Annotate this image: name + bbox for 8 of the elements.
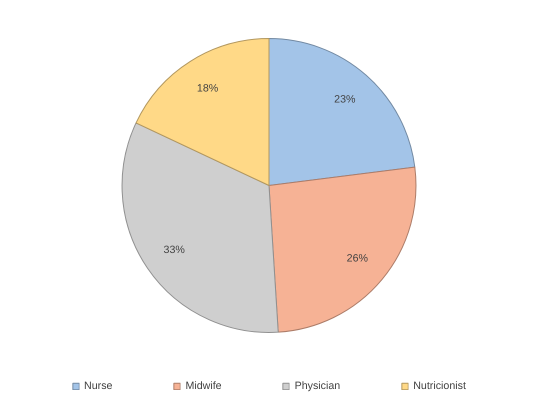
legend-label: Physician bbox=[294, 380, 340, 392]
legend-label: Nutricionist bbox=[413, 380, 466, 392]
data-label: 26% bbox=[346, 252, 369, 265]
legend-label: Nurse bbox=[84, 380, 112, 392]
legend-label: Midwife bbox=[185, 380, 222, 392]
data-label: 23% bbox=[334, 94, 356, 106]
data-label: 18% bbox=[196, 82, 219, 95]
data-label: 33% bbox=[164, 244, 186, 256]
